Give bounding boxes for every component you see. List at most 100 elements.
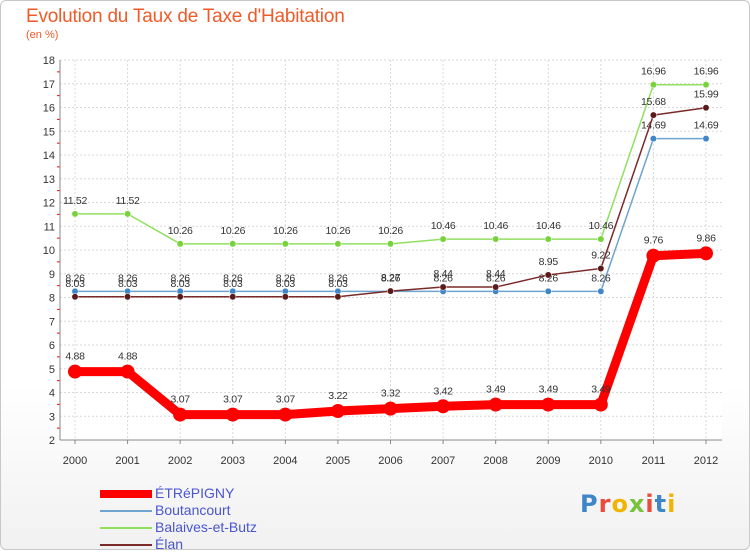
- data-label: 8.03: [118, 278, 138, 290]
- data-point: [597, 287, 605, 295]
- x-tick-label: 2009: [536, 455, 560, 467]
- data-point: [120, 364, 135, 379]
- data-point: [492, 283, 500, 291]
- data-point: [439, 235, 447, 243]
- legend-swatch: [100, 544, 152, 546]
- data-label: 3.07: [223, 394, 243, 406]
- data-point: [702, 104, 710, 112]
- data-label: 8.26: [65, 272, 85, 284]
- chart-title: Evolution du Taux de Taxe d'Habitation: [26, 6, 345, 27]
- legend-swatch: [100, 527, 152, 529]
- data-label: 8.26: [486, 272, 506, 284]
- data-point: [492, 235, 500, 243]
- y-tick-label: 5: [49, 364, 55, 376]
- data-point: [124, 210, 132, 218]
- legend-label: Balaives-et-Butz: [155, 519, 257, 535]
- data-point: [281, 293, 289, 301]
- x-tick-label: 2011: [642, 455, 666, 467]
- x-tick-label: 2000: [63, 455, 87, 467]
- legend-swatch: [100, 490, 152, 498]
- data-label: 3.42: [433, 385, 453, 397]
- y-tick-label: 13: [43, 174, 55, 186]
- data-label: 8.44: [433, 268, 453, 280]
- x-tick-label: 2004: [273, 455, 297, 467]
- data-point: [649, 81, 657, 89]
- data-point: [383, 401, 398, 416]
- data-point: [278, 407, 293, 422]
- data-point: [544, 287, 552, 295]
- y-tick-label: 4: [49, 388, 55, 400]
- data-label: 16.96: [694, 66, 719, 78]
- legend-swatch: [100, 510, 152, 512]
- data-label: 3.49: [539, 384, 559, 396]
- y-tick-label: 7: [49, 316, 55, 328]
- data-label: 3.32: [381, 388, 401, 400]
- data-point: [229, 293, 237, 301]
- x-tick-label: 2006: [378, 455, 402, 467]
- data-point: [334, 293, 342, 301]
- data-point: [702, 81, 710, 89]
- data-point: [593, 397, 608, 412]
- logo-letter: r: [598, 490, 612, 518]
- data-label: 4.88: [118, 351, 138, 363]
- data-label: 8.26: [433, 272, 453, 284]
- data-label: 8.26: [381, 272, 401, 284]
- logo-letter: i: [645, 490, 655, 518]
- logo-letter: P: [580, 490, 599, 518]
- data-label: 8.27: [381, 272, 401, 284]
- data-label: 3.22: [328, 390, 348, 402]
- data-label: 14.69: [694, 120, 719, 132]
- data-label: 11.52: [116, 195, 140, 207]
- x-tick-label: 2012: [694, 455, 718, 467]
- data-label: 8.03: [223, 278, 243, 290]
- data-label: 10.46: [536, 220, 561, 232]
- data-label: 15.68: [641, 96, 666, 108]
- data-point: [387, 240, 394, 248]
- data-label: 8.26: [328, 272, 348, 284]
- data-point: [229, 240, 237, 248]
- data-point: [699, 246, 713, 261]
- data-label: 3.49: [486, 384, 506, 396]
- data-label: 8.26: [171, 272, 191, 284]
- y-tick-label: 18: [43, 55, 55, 67]
- data-point: [597, 235, 605, 243]
- y-tick-label: 2: [49, 435, 55, 447]
- data-label: 10.26: [273, 225, 298, 237]
- data-label: 10.26: [220, 225, 245, 237]
- data-label: 15.99: [694, 89, 719, 101]
- data-point: [173, 407, 188, 422]
- data-label: 9.76: [644, 235, 664, 247]
- data-label: 10.26: [378, 225, 403, 237]
- data-point: [488, 397, 503, 412]
- data-label: 8.26: [223, 272, 243, 284]
- legend-label: Boutancourt: [155, 502, 231, 518]
- logo-letter: t: [654, 490, 668, 518]
- data-point: [68, 364, 82, 379]
- data-point: [334, 240, 342, 248]
- logo-letter: x: [628, 490, 646, 518]
- data-label: 8.26: [118, 272, 138, 284]
- y-tick-label: 16: [43, 103, 55, 115]
- x-tick-label: 2007: [431, 455, 455, 467]
- y-tick-label: 8: [49, 293, 55, 305]
- data-label: 14.69: [641, 120, 666, 132]
- data-label: 9.86: [696, 232, 716, 244]
- data-point: [71, 210, 79, 218]
- data-label: 3.07: [171, 394, 191, 406]
- y-tick-label: 9: [49, 269, 55, 281]
- data-label: 10.46: [431, 220, 456, 232]
- proxiti-logo: Proxiti: [580, 490, 676, 518]
- y-tick-label: 10: [43, 245, 55, 257]
- data-label: 3.49: [591, 384, 611, 396]
- logo-letter: o: [611, 490, 629, 518]
- y-tick-label: 11: [44, 221, 55, 233]
- data-label: 10.26: [168, 225, 193, 237]
- legend-label: ÉTRéPIGNY: [155, 485, 235, 501]
- data-point: [597, 265, 605, 272]
- data-label: 10.26: [326, 225, 351, 237]
- data-point: [330, 404, 345, 419]
- data-label: 4.88: [65, 351, 85, 363]
- legend-label: Élan: [155, 536, 184, 552]
- chart-subtitle: (en %): [26, 29, 59, 41]
